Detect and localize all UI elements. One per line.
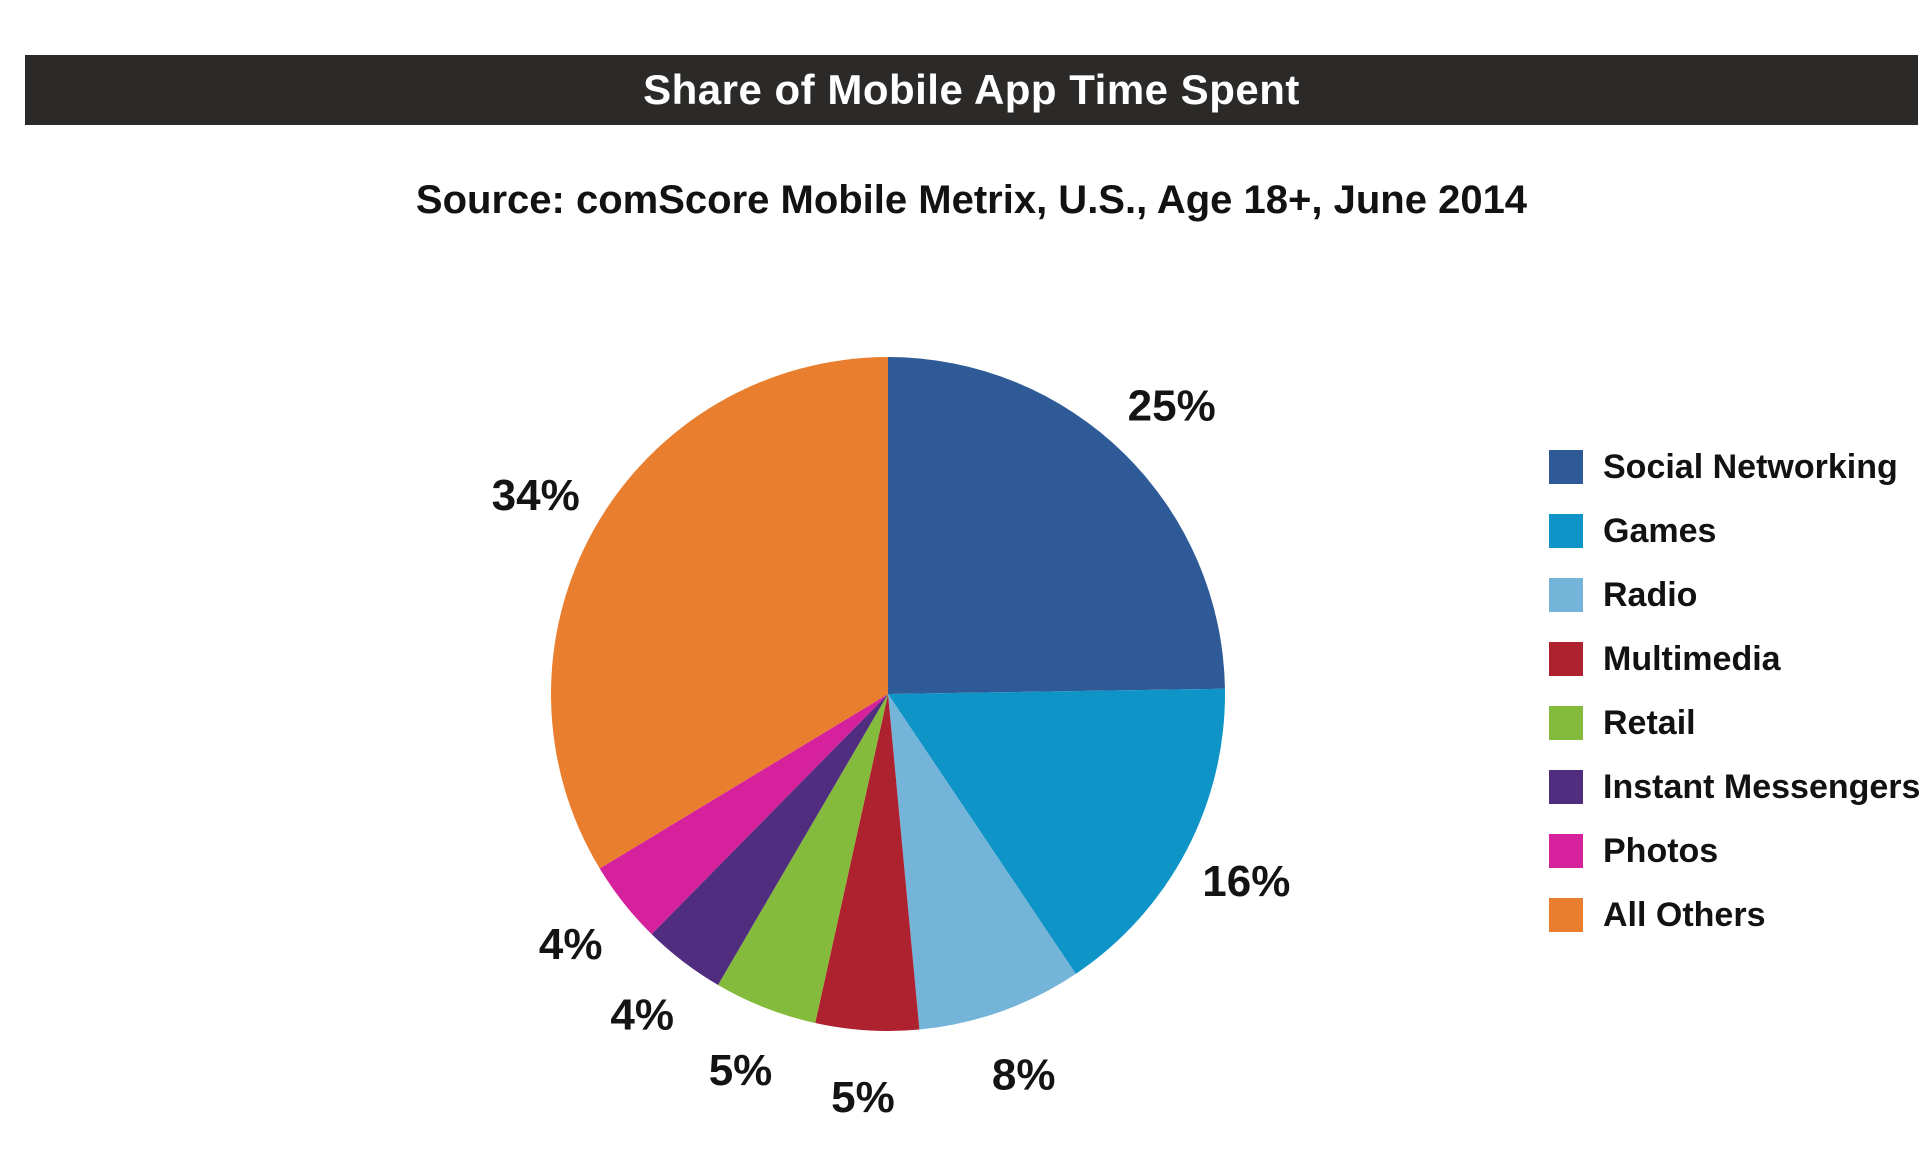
legend-label-retail: Retail (1603, 704, 1696, 742)
pie-slice-retail (717, 694, 888, 1024)
title-bar: Share of Mobile App Time Spent (25, 55, 1918, 125)
legend-swatch-radio (1549, 578, 1583, 612)
slice-percent-label-radio: 8% (992, 1051, 1056, 1100)
legend-label-games: Games (1603, 512, 1717, 550)
source-caption: Source: comScore Mobile Metrix, U.S., Ag… (415, 178, 1528, 222)
pie-slice-radio (888, 694, 1076, 1030)
legend-item-all-others: All Others (1549, 898, 1920, 932)
pie-slice-multimedia (815, 694, 920, 1031)
legend-item-multimedia: Multimedia (1549, 642, 1920, 676)
pie-chart: 25% 16% 8% 5% 5% 4%4% 34% (492, 357, 1290, 1122)
legend-item-instant-messengers: Instant Messengers (1549, 770, 1920, 804)
legend-item-social-networking: Social Networking (1549, 450, 1920, 484)
legend-label-all-others: All Others (1603, 896, 1766, 934)
legend-item-radio: Radio (1549, 578, 1920, 612)
pie-slice-photos (599, 694, 888, 935)
slice-percent-label-games: 16% (1202, 857, 1290, 906)
legend-item-photos: Photos (1549, 834, 1920, 868)
legend-label-instant-messengers: Instant Messengers (1603, 768, 1921, 806)
legend-swatch-all-others (1549, 898, 1583, 932)
legend-swatch-games (1549, 514, 1583, 548)
slice-percent-label-all-others: 34% (492, 471, 580, 520)
pie-slice-social-networking (888, 357, 1225, 694)
legend-label-photos: Photos (1603, 832, 1719, 870)
pie-slice-instant-messengers (651, 694, 888, 985)
slice-percent-label-instant-messengers: 4% (610, 991, 674, 1040)
legend-swatch-social-networking (1549, 450, 1583, 484)
slice-percent-label-multimedia: 5% (831, 1073, 895, 1122)
legend-swatch-instant-messengers (1549, 770, 1583, 804)
legend: Social Networking Games Radio Multimedia Ret… (1549, 450, 1920, 932)
legend-label-multimedia: Multimedia (1603, 640, 1781, 678)
legend-label-social-networking: Social Networking (1603, 448, 1898, 486)
slice-percent-label-photos: 4% (539, 920, 603, 969)
legend-item-games: Games (1549, 514, 1920, 548)
pie-slice-games (888, 688, 1226, 974)
slice-percent-label-social-networking: 25% (1128, 381, 1216, 430)
legend-swatch-retail (1549, 706, 1583, 740)
chart-title: Share of Mobile App Time Spent (643, 66, 1300, 113)
pie-slice-all-others (551, 357, 888, 869)
slice-percent-label-retail: 5% (709, 1046, 773, 1095)
legend-swatch-multimedia (1549, 642, 1583, 676)
legend-item-retail: Retail (1549, 706, 1920, 740)
legend-label-radio: Radio (1603, 576, 1698, 614)
legend-swatch-photos (1549, 834, 1583, 868)
